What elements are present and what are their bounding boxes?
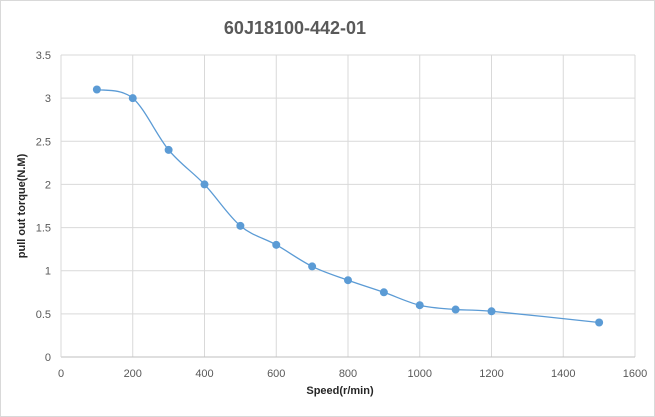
data-point [344, 276, 352, 285]
data-point [92, 85, 101, 94]
x-tick-label: 600 [267, 368, 285, 380]
y-axis-ticks: 0 0.5 1 1.5 2 2.5 3 3.5 [36, 50, 51, 364]
x-tick-label: 800 [339, 368, 357, 380]
x-tick-label: 0 [58, 368, 64, 380]
data-point [451, 305, 460, 314]
data-point [595, 318, 604, 327]
y-tick-label: 0 [45, 352, 51, 364]
data-point [379, 288, 388, 297]
data-points [92, 85, 604, 327]
data-point [164, 145, 173, 154]
x-axis-ticks: 0 200 400 600 800 1000 1200 1400 1600 [58, 368, 647, 380]
data-point [200, 180, 209, 189]
y-tick-label: 2.5 [36, 136, 51, 148]
x-tick-label: 1400 [551, 368, 575, 380]
y-axis-title: pull out torque(N.M) [16, 153, 28, 258]
y-tick-label: 2 [45, 179, 51, 191]
data-point [308, 262, 317, 271]
y-tick-label: 1.5 [36, 223, 51, 235]
x-tick-label: 400 [195, 368, 213, 380]
y-tick-label: 3.5 [36, 50, 51, 62]
data-point [487, 307, 496, 316]
y-tick-label: 0.5 [36, 309, 51, 321]
gridlines [61, 54, 636, 357]
data-point [272, 240, 281, 249]
data-point [415, 301, 424, 310]
x-tick-label: 1000 [408, 368, 432, 380]
x-tick-label: 1600 [623, 368, 647, 380]
data-point [128, 94, 137, 103]
x-tick-label: 1200 [479, 368, 503, 380]
y-tick-label: 1 [45, 266, 51, 278]
x-tick-label: 200 [124, 368, 142, 380]
x-axis-title: Speed(r/min) [306, 385, 374, 397]
x-axis [60, 55, 635, 358]
data-point [236, 221, 245, 230]
chart-title: 60J18100-442-01 [224, 18, 366, 38]
y-tick-label: 3 [45, 93, 51, 105]
